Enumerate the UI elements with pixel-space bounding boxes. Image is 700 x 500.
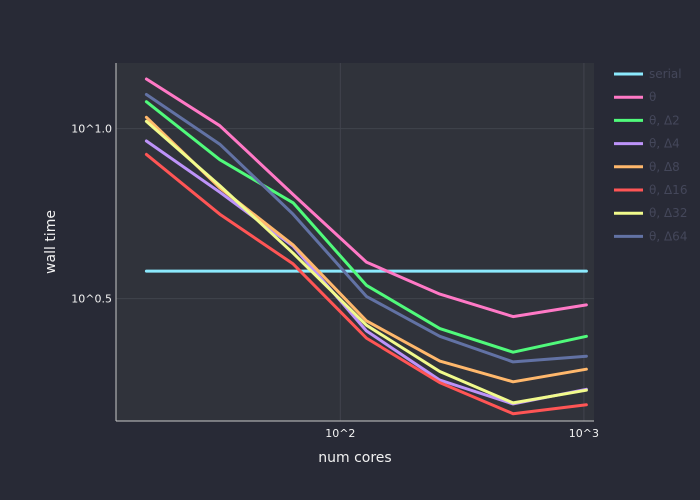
plot-area [116, 63, 594, 421]
y-axis-title: wall time [43, 210, 59, 274]
series-line-1 [144, 77, 588, 319]
series-line-6 [144, 119, 588, 405]
legend-item-2[interactable]: θ, Δ2 [614, 113, 680, 127]
legend-item-6[interactable]: θ, Δ32 [614, 206, 687, 220]
legend-label: θ, Δ64 [649, 229, 687, 243]
legend-item-1[interactable]: θ [614, 90, 656, 104]
x-tick-label: 10^3 [569, 427, 599, 440]
legend-label: θ [649, 90, 656, 104]
legend-item-3[interactable]: θ, Δ4 [614, 137, 680, 151]
series-line-2 [144, 100, 588, 354]
series-line-4 [144, 115, 588, 384]
legend-label: θ, Δ8 [649, 160, 680, 174]
legend-item-5[interactable]: θ, Δ16 [614, 183, 687, 197]
legend-item-7[interactable]: θ, Δ64 [614, 229, 687, 243]
series-line-7 [144, 93, 588, 364]
legend-label: θ, Δ16 [649, 183, 687, 197]
y-tick-label: 10^0.5 [71, 293, 112, 306]
legend-label: θ, Δ4 [649, 137, 680, 151]
y-tick-label: 10^1.0 [71, 123, 112, 136]
legend[interactable]: serial θ θ, Δ2 θ, Δ4 θ, Δ8 θ, Δ16 θ, Δ32 θ, Δ64 [614, 67, 687, 243]
series-lines [144, 77, 588, 416]
legend-label: θ, Δ32 [649, 206, 687, 220]
x-axis-title: num cores [318, 450, 391, 466]
series-line-5 [144, 152, 588, 416]
x-tick-label: 10^2 [325, 427, 355, 440]
legend-label: serial [649, 67, 682, 81]
legend-item-4[interactable]: θ, Δ8 [614, 160, 680, 174]
legend-label: θ, Δ2 [649, 113, 680, 127]
legend-item-0[interactable]: serial [614, 67, 682, 81]
tick-labels: 10^2 10^3 10^0.5 10^1.0 [71, 123, 599, 440]
